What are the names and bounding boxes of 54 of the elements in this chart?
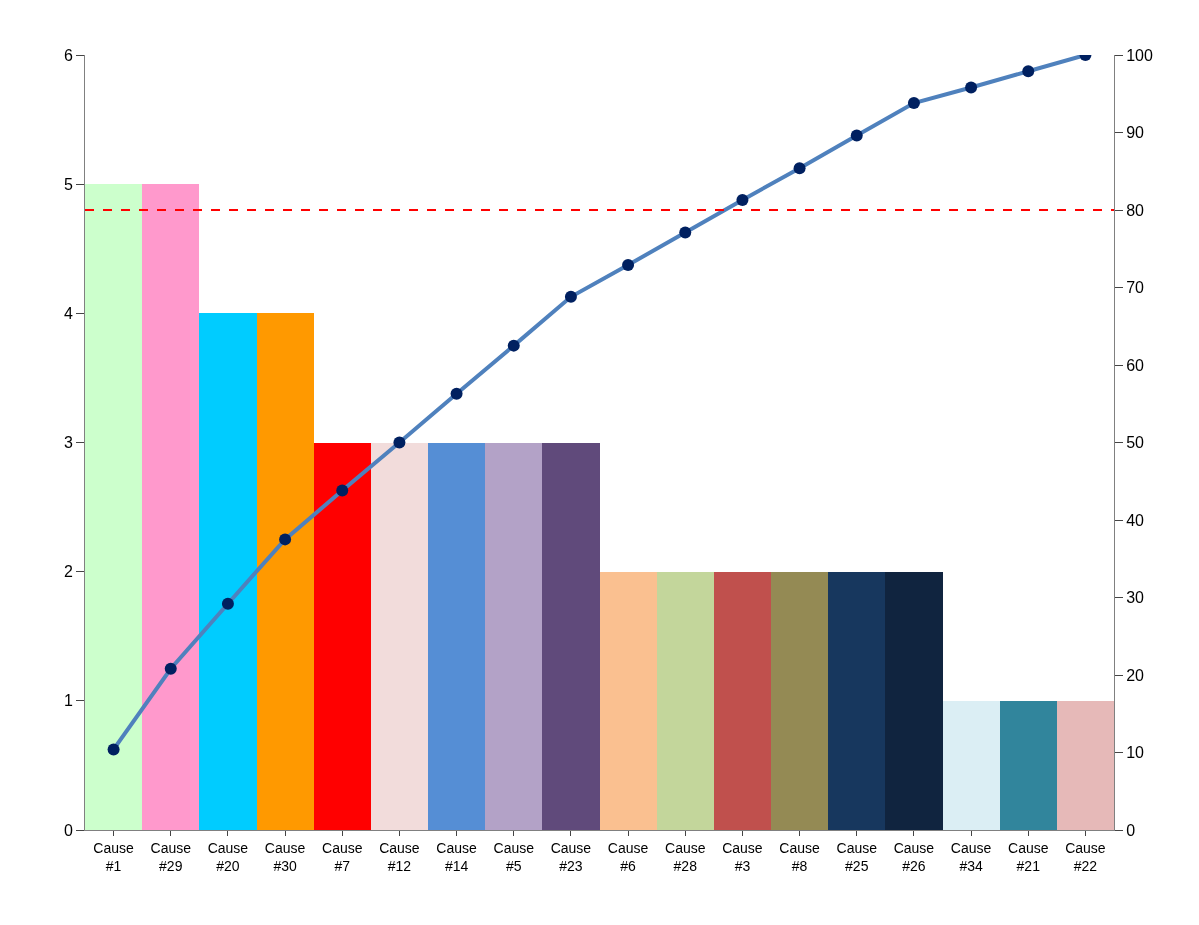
bar [428,443,485,830]
x-tick-label: Cause #1 [93,839,135,874]
x-tick-label: Cause #28 [665,839,706,874]
bar [943,701,1000,830]
x-tick-label: Cause #26 [893,839,935,874]
bar [371,443,428,830]
y2-tick-label: 30 [1126,589,1145,607]
y2-tick-label: 70 [1126,279,1145,297]
y-tick-label: 2 [63,563,73,581]
y2-tick-label: 40 [1126,511,1145,529]
bar [885,572,943,830]
y-tick-label: 6 [63,46,73,64]
y2-tick-label: 0 [1126,821,1136,839]
y2-tick-label: 10 [1126,744,1145,762]
bar [542,443,600,830]
y2-tick-label: 50 [1126,434,1145,452]
x-tick-label: Cause #29 [150,839,192,874]
x-tick-label: Cause #23 [550,839,592,874]
x-tick-label: Cause #30 [264,839,306,874]
x-tick-label: Cause #7 [322,839,363,874]
x-tick-label: Cause #21 [1008,839,1049,874]
x-tick-label: Cause #6 [607,839,649,874]
y-tick-label: 5 [63,175,73,193]
y-tick-label: 4 [63,304,73,322]
bar [257,313,314,830]
bar [85,184,142,830]
bar [771,572,828,830]
y2-tick-label: 20 [1126,666,1145,684]
x-tick-label: Cause #12 [379,839,420,874]
x-tick-label: Cause #22 [1065,839,1106,874]
x-tick-label: Cause #20 [207,839,249,874]
x-tick-label: Cause #3 [722,839,763,874]
bar [314,443,371,830]
bar [828,572,885,830]
x-tick-label: Cause #25 [836,839,878,874]
bar [199,313,257,830]
bar [1000,701,1057,830]
y-tick-label: 0 [63,821,73,839]
y-tick-label: 1 [63,692,73,710]
x-tick-label: Cause #34 [950,839,992,874]
x-tick-label: Cause #8 [779,839,821,874]
bar [1057,701,1114,830]
x-tick-label: Cause #14 [436,839,478,874]
y2-tick-label: 100 [1126,46,1153,64]
bar [142,184,199,830]
x-tick-label: Cause #5 [493,839,535,874]
y2-tick-label: 60 [1126,356,1145,374]
bar [485,443,542,830]
bar [657,572,714,830]
y-tick-label: 3 [63,434,73,452]
bar [714,572,771,830]
y2-tick-label: 80 [1126,201,1145,219]
bar [600,572,657,830]
y2-tick-label: 90 [1126,124,1145,142]
